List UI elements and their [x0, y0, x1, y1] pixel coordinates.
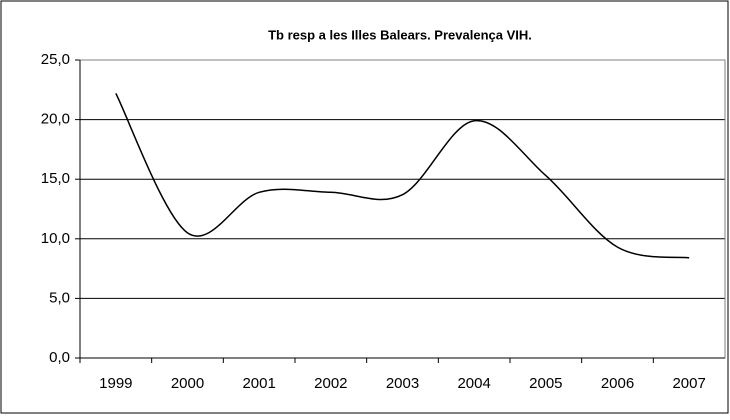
- y-tick-label: 25,0: [41, 51, 70, 68]
- chart-title: Tb resp a les Illes Balears. Prevalença …: [268, 27, 532, 42]
- x-tick-label: 2004: [457, 375, 490, 392]
- x-tick-label: 2002: [314, 375, 347, 392]
- x-tick-label: 2000: [171, 375, 204, 392]
- x-tick-label: 2003: [386, 375, 419, 392]
- x-tick-label: 2006: [601, 375, 634, 392]
- y-tick-label: 10,0: [41, 230, 70, 247]
- y-tick-label: 20,0: [41, 111, 70, 128]
- x-tick-label: 2001: [242, 375, 275, 392]
- y-tick-label: 15,0: [41, 170, 70, 187]
- y-tick-label: 5,0: [49, 289, 70, 306]
- y-tick-label: 0,0: [49, 349, 70, 366]
- data-line: [115, 93, 690, 259]
- x-tick-label: 2007: [672, 375, 705, 392]
- x-tick-label: 2005: [529, 375, 562, 392]
- x-tick-label: 1999: [99, 375, 132, 392]
